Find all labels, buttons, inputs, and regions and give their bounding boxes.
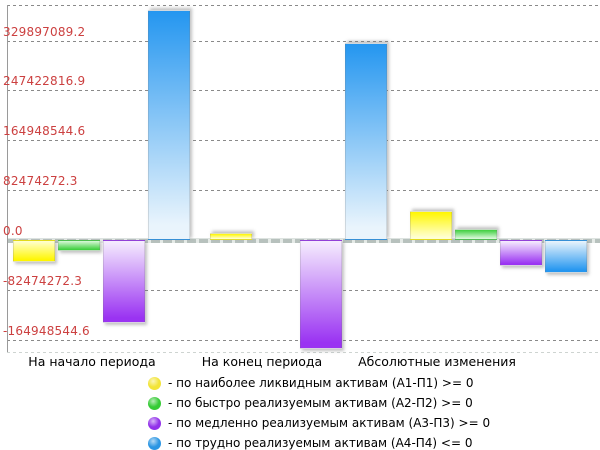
bar-a1-p1-cat2 bbox=[410, 210, 452, 240]
gridline bbox=[7, 140, 600, 142]
y-tick-label: 0.0 bbox=[3, 224, 23, 238]
bar-a1-p1-cat1 bbox=[210, 232, 252, 240]
y-axis-line bbox=[7, 5, 8, 352]
legend-marker-blue-icon bbox=[148, 436, 161, 450]
legend-label-a1-p1: - по наиболее ликвидным активам (А1-П1) … bbox=[168, 376, 474, 390]
y-tick-label: -82474272.3 bbox=[3, 273, 83, 288]
y-tick-label: 82474272.3 bbox=[3, 174, 78, 189]
gridline bbox=[7, 40, 600, 42]
bar-a1-p1-cat0 bbox=[13, 240, 55, 263]
bar-a3-p3-cat2 bbox=[500, 240, 542, 266]
x-category-label-end-of-period: На конец периода bbox=[201, 354, 323, 369]
legend-label-a4-p4: - по трудно реализуемым активам (А4-П4) … bbox=[168, 436, 473, 450]
bar-a2-p2-cat2 bbox=[455, 229, 497, 240]
gridline bbox=[7, 90, 600, 92]
legend-label-a2-p2: - по быстро реализуемым активам (А2-П2) … bbox=[168, 396, 473, 410]
x-category-label-start-of-period: На начало периода bbox=[28, 354, 156, 369]
bar-a4-p4-cat1 bbox=[345, 43, 387, 240]
bar-a3-p3-cat1 bbox=[300, 240, 342, 349]
legend-marker-yellow-icon bbox=[148, 376, 161, 390]
legend: - по наиболее ликвидным активам (А1-П1) … bbox=[148, 376, 490, 450]
legend-marker-green-icon bbox=[148, 396, 161, 410]
y-tick-label: 329897089.2 bbox=[3, 24, 86, 39]
plot-top-border bbox=[7, 5, 600, 6]
y-tick-label: 164948544.6 bbox=[3, 124, 86, 139]
legend-item-a3-p3: - по медленно реализуемым активам (А3-П3… bbox=[148, 416, 490, 430]
y-tick-label: 247422816.9 bbox=[3, 74, 86, 89]
legend-marker-purple-icon bbox=[148, 416, 161, 430]
legend-item-a2-p2: - по быстро реализуемым активам (А2-П2) … bbox=[148, 396, 490, 410]
bar-a4-p4-cat2 bbox=[545, 240, 587, 274]
bar-a2-p2-cat0 bbox=[58, 240, 100, 251]
bar-a4-p4-cat0 bbox=[148, 10, 190, 240]
gridline bbox=[7, 190, 600, 192]
legend-label-a3-p3: - по медленно реализуемым активам (А3-П3… bbox=[168, 416, 491, 430]
legend-item-a1-p1: - по наиболее ликвидным активам (А1-П1) … bbox=[148, 376, 490, 390]
plot-bottom-border bbox=[7, 352, 600, 353]
x-category-label-absolute-changes: Абсолютные изменения bbox=[358, 354, 516, 369]
y-tick-label: -164948544.6 bbox=[3, 323, 90, 338]
bar-a3-p3-cat0 bbox=[103, 240, 145, 323]
legend-item-a4-p4: - по трудно реализуемым активам (А4-П4) … bbox=[148, 436, 490, 450]
